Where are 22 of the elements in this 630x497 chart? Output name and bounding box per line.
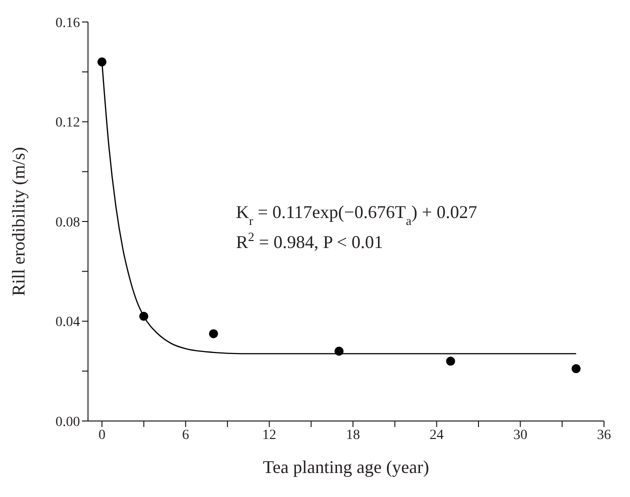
point bbox=[209, 329, 218, 338]
annotation: R$^{2}$ = 0.984, P < 0.01 bbox=[236, 230, 383, 252]
x-tick-label: 36 bbox=[597, 428, 611, 443]
y-axis-title: Rill erodibility (m/s) bbox=[8, 147, 28, 296]
point bbox=[139, 312, 148, 321]
y-tick-label: 0.04 bbox=[56, 315, 80, 330]
point bbox=[572, 364, 581, 374]
point bbox=[97, 57, 106, 66]
x-tick-label: 30 bbox=[513, 428, 528, 443]
x-tick-label: 18 bbox=[346, 428, 360, 443]
annotation: K$_{r}$ = 0.117exp(−0.676T$_{a}$) + 0.027 bbox=[236, 202, 478, 228]
y-tick-label: 0.08 bbox=[56, 215, 80, 230]
point bbox=[334, 346, 344, 356]
x-tick-label: 12 bbox=[262, 428, 276, 443]
y-tick-label: 0.12 bbox=[56, 116, 80, 131]
x-tick-label: 6 bbox=[182, 428, 190, 443]
x-tick-label: 0 bbox=[98, 428, 106, 443]
point bbox=[446, 356, 456, 366]
x-axis-title: Tea planting age (year) bbox=[262, 457, 430, 477]
x-tick-label: 24 bbox=[430, 428, 444, 443]
y-tick-label: 0.00 bbox=[56, 414, 80, 430]
y-tick-label: 0.16 bbox=[56, 16, 80, 31]
